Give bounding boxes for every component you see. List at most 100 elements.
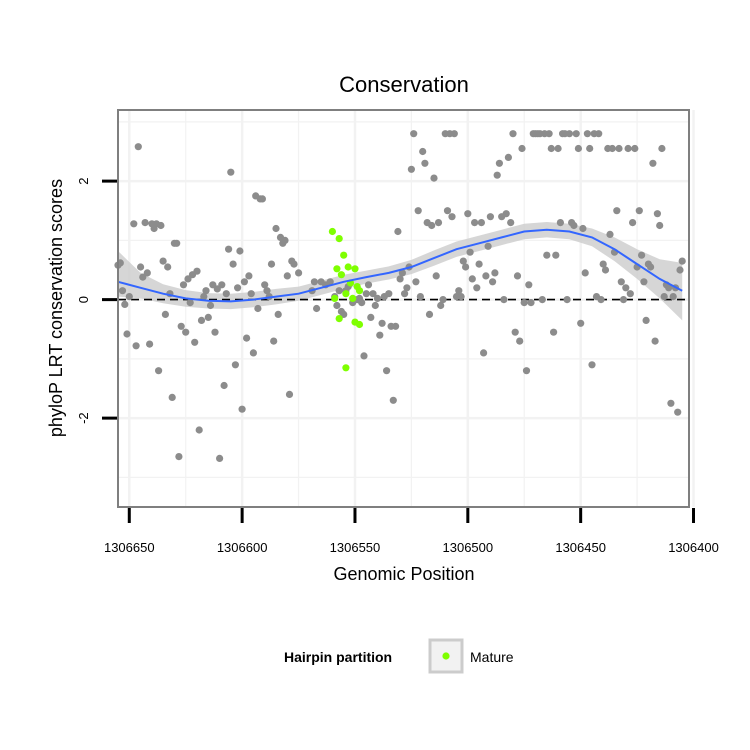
point-other [231,361,239,369]
point-other [285,390,294,398]
point-other [220,381,228,390]
point-other [125,293,133,301]
point-other [653,210,662,218]
y-tick-label: -2 [76,412,91,424]
point-other [608,144,616,153]
point-other [378,319,386,327]
point-other [667,399,675,407]
point-other [462,263,470,271]
point-other [392,322,400,330]
point-other [500,296,508,304]
point-other [173,239,181,247]
point-other [360,352,368,360]
point-other [502,210,510,218]
point-other [434,219,443,227]
point-other [267,260,276,268]
point-other [385,290,393,298]
point-other [622,284,630,292]
point-other [335,287,343,295]
point-mature [342,364,350,372]
point-other [635,207,643,215]
point-other [141,219,149,227]
point-other [416,293,424,301]
point-other [376,331,384,339]
points-layer [114,130,686,462]
y-tick-label: 2 [76,177,91,184]
point-other [132,342,140,350]
point-other [599,260,607,268]
panel-layer [117,109,690,508]
point-other [518,144,526,153]
point-other [437,301,445,310]
x-tick-label: 1306600 [217,540,268,555]
point-other [182,328,190,336]
y-axis-title: phyloP LRT conservation scores [46,179,66,437]
point-other [550,328,558,336]
point-mature [340,251,348,259]
point-other [574,144,583,153]
point-other [651,337,659,345]
point-other [480,349,488,357]
point-other [554,144,562,153]
point-other [577,319,585,327]
point-mature [342,290,350,298]
legend-label-mature: Mature [470,649,514,665]
point-other [642,316,650,324]
point-other [281,236,289,244]
point-other [649,159,657,167]
point-other [674,408,682,416]
point-other [430,174,438,182]
chart-title: Conservation [339,72,469,97]
point-other [414,207,422,215]
point-other [313,304,321,313]
point-mature [355,287,364,295]
point-other [197,316,206,324]
point-other [263,287,271,295]
point-other [504,153,512,161]
point-other [202,287,210,295]
point-other [240,278,248,286]
point-other [211,328,219,336]
point-other [137,263,145,271]
point-other [229,260,237,268]
point-other [274,310,282,318]
point-other [407,165,415,173]
point-other [511,328,519,336]
legend-title: Hairpin partition [284,649,392,665]
point-other [396,275,404,283]
point-mature [335,235,343,243]
x-tick-label: 1306500 [443,540,494,555]
point-mature [351,265,359,273]
point-other [552,251,560,259]
point-other [191,338,199,346]
point-other [522,367,531,375]
point-other [613,207,621,215]
x-tick-label: 1306650 [104,540,155,555]
point-other [383,367,391,375]
point-other [658,144,666,153]
point-mature [328,227,336,236]
point-other [234,284,242,292]
point-other [495,159,503,167]
point-other [640,278,648,286]
point-other [326,278,334,286]
point-other [225,245,233,253]
point-other [581,269,589,277]
point-other [236,247,244,255]
point-other [669,293,677,301]
point-other [484,242,492,250]
point-other [439,296,447,304]
point-other [466,248,474,256]
point-other [477,219,485,227]
point-other [222,290,230,298]
point-other [295,269,303,277]
point-other [161,310,169,318]
point-other [310,278,318,286]
point-other [118,287,127,295]
y-tick-label: 0 [76,296,91,303]
loess-smooth-line [117,228,683,303]
point-other [394,227,402,236]
point-other [261,281,269,289]
point-other [665,284,673,292]
